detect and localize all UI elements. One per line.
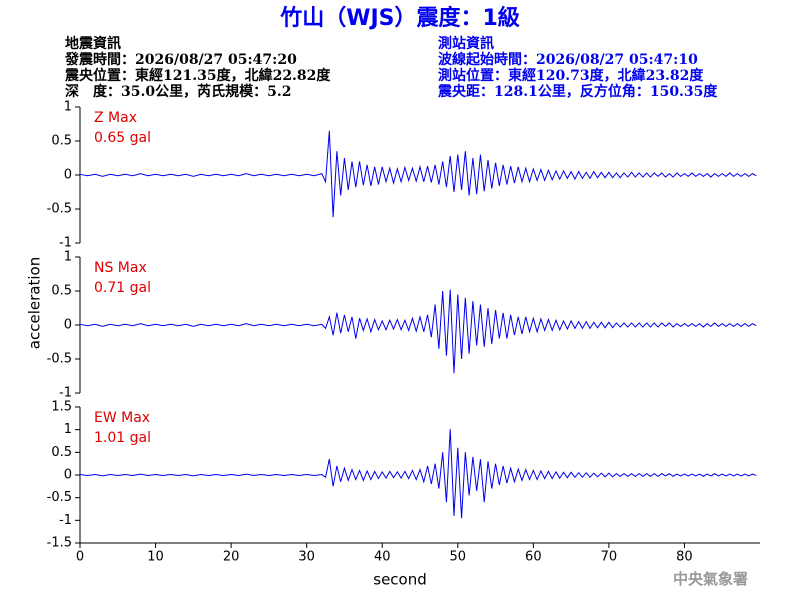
component-label: Z Max — [94, 110, 137, 126]
x-tick-label: 20 — [223, 550, 240, 565]
title: 竹山（WJS）震度：1級 — [279, 5, 520, 31]
x-tick-label: 10 — [147, 550, 164, 565]
y-tick-label: -1.5 — [47, 536, 72, 551]
waveform — [79, 289, 757, 374]
waveform — [79, 429, 757, 519]
y-tick-label: 0.5 — [51, 134, 72, 149]
y-tick-label: 0.5 — [51, 445, 72, 460]
y-tick-label: 1 — [64, 422, 72, 437]
component-label: NS Max — [94, 260, 147, 276]
station-location: 測站位置：東經120.73度，北緯23.82度 — [438, 67, 704, 84]
y-tick-label: 0 — [64, 318, 72, 333]
waveform — [79, 130, 757, 218]
y-tick-label: -0.5 — [47, 202, 72, 217]
x-tick-label: 50 — [450, 550, 467, 565]
y-tick-label: -0.5 — [47, 352, 72, 367]
y-tick-label: 1 — [64, 100, 72, 115]
event-time: 發震時間：2026/08/27 05:47:20 — [64, 51, 297, 68]
y-tick-label: 1.5 — [51, 400, 72, 415]
event-depth: 深 度：35.0公里，芮氏規模：5.2 — [65, 83, 291, 100]
credit: 中央氣象署 — [673, 570, 748, 588]
y-axis-label: acceleration — [26, 257, 44, 349]
y-tick-label: 0 — [64, 168, 72, 183]
x-tick-label: 80 — [676, 550, 693, 565]
x-tick-label: 30 — [298, 550, 315, 565]
event-heading: 地震資訊 — [65, 35, 121, 52]
y-tick-label: 0.5 — [51, 284, 72, 299]
station-distance: 震央距：128.1公里，反方位角：150.35度 — [437, 83, 718, 100]
y-tick-label: -1 — [59, 513, 72, 528]
station-start: 波線起始時間：2026/08/27 05:47:10 — [438, 51, 698, 68]
station-heading: 測站資訊 — [438, 35, 494, 52]
max-label: 0.71 gal — [94, 280, 151, 296]
max-label: 0.65 gal — [94, 130, 151, 146]
x-tick-label: 0 — [76, 550, 84, 565]
y-tick-label: -0.5 — [47, 490, 72, 505]
x-tick-label: 40 — [374, 550, 391, 565]
x-tick-label: 70 — [601, 550, 618, 565]
y-tick-label: -1 — [59, 386, 72, 401]
event-location: 震央位置：東經121.35度，北緯22.82度 — [64, 67, 331, 84]
x-axis-label: second — [373, 571, 427, 589]
y-tick-label: 1 — [64, 250, 72, 265]
component-label: EW Max — [94, 410, 150, 426]
max-label: 1.01 gal — [94, 430, 151, 446]
y-tick-label: -1 — [59, 236, 72, 251]
y-tick-label: 0 — [64, 468, 72, 483]
x-tick-label: 60 — [525, 550, 542, 565]
